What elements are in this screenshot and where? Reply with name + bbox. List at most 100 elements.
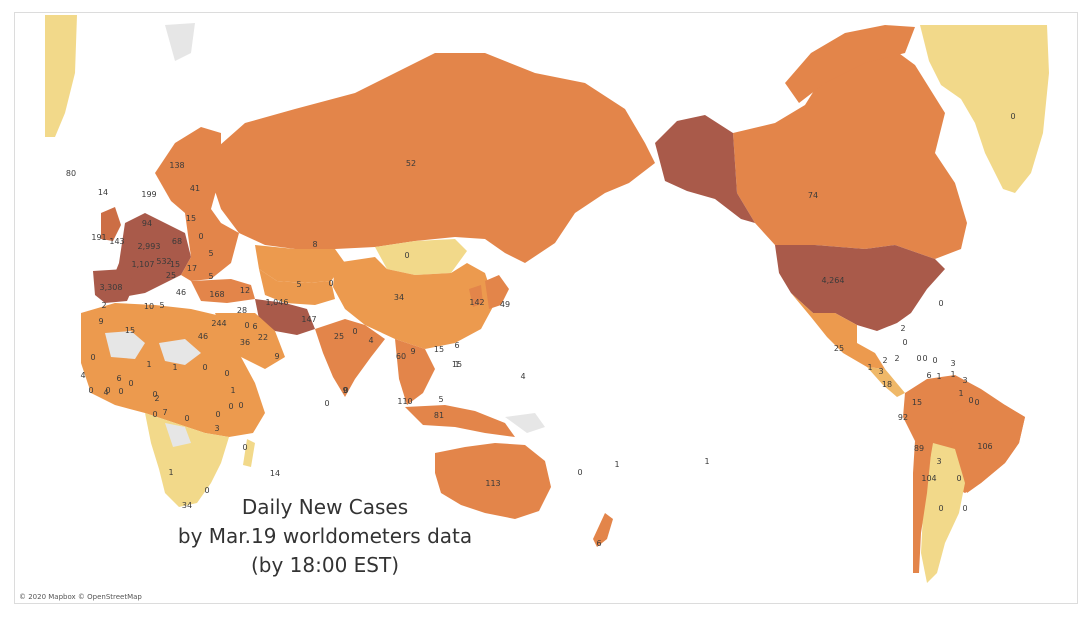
case-count-label: 15 xyxy=(125,326,135,335)
case-count-label: 1,107 xyxy=(132,260,155,269)
region-arabia[interactable] xyxy=(215,313,285,369)
region-central-america[interactable] xyxy=(867,367,905,397)
case-count-label: 104 xyxy=(921,474,936,483)
case-count-label: 15 xyxy=(434,345,444,354)
region-canada[interactable] xyxy=(733,43,967,259)
case-count-label: 0 xyxy=(343,386,348,395)
region-brazil[interactable] xyxy=(951,399,1025,493)
case-count-label: 1 xyxy=(454,360,459,369)
region-mongolia[interactable] xyxy=(375,239,467,275)
case-count-label: 138 xyxy=(169,161,184,170)
region-mexico[interactable] xyxy=(791,293,885,369)
case-count-label: 113 xyxy=(485,479,500,488)
case-count-label: 0 xyxy=(152,410,157,419)
region-alaska[interactable] xyxy=(655,115,755,223)
case-count-label: 6 xyxy=(116,374,121,383)
case-count-label: 199 xyxy=(141,190,156,199)
region-madagascar[interactable] xyxy=(243,439,255,467)
case-count-label: 0 xyxy=(202,363,207,372)
case-count-label: 25 xyxy=(334,332,344,341)
case-count-label: 15 xyxy=(912,398,922,407)
region-indonesia[interactable] xyxy=(405,405,515,437)
region-turkey[interactable] xyxy=(191,279,255,303)
case-count-label: 3 xyxy=(214,424,219,433)
case-count-label: 0 xyxy=(224,369,229,378)
case-count-label: 0 xyxy=(916,354,921,363)
case-count-label: 9 xyxy=(342,386,347,395)
case-count-label: 2 xyxy=(900,324,905,333)
case-count-label: 25 xyxy=(834,344,844,353)
case-count-label: 3 xyxy=(878,367,883,376)
case-count-label: 2 xyxy=(154,394,159,403)
case-count-label: 15 xyxy=(452,360,462,369)
region-korea[interactable] xyxy=(469,285,483,307)
case-count-label: 1 xyxy=(950,370,955,379)
region-canada-islands[interactable] xyxy=(785,25,915,103)
case-count-label: 9 xyxy=(98,317,103,326)
case-count-label: 9 xyxy=(274,352,279,361)
case-count-label: 0 xyxy=(128,379,133,388)
case-count-label: 68 xyxy=(172,237,182,246)
case-count-label: 1 xyxy=(168,468,173,477)
region-uk[interactable] xyxy=(101,207,121,241)
case-count-label: 3,308 xyxy=(100,283,123,292)
case-count-label: 0 xyxy=(577,468,582,477)
case-count-label: 28 xyxy=(237,306,247,315)
case-count-label: 94 xyxy=(142,219,152,228)
region-svalbard[interactable] xyxy=(45,15,77,137)
region-central-europe[interactable] xyxy=(181,209,239,281)
case-count-label: 0 xyxy=(1010,112,1015,121)
caption-line-1: Daily New Cases xyxy=(241,495,409,519)
region-iran[interactable] xyxy=(255,299,315,335)
region-india[interactable] xyxy=(315,319,385,397)
case-count-label: 5 xyxy=(208,249,213,258)
region-new-zealand[interactable] xyxy=(593,513,613,547)
case-count-label: 0 xyxy=(215,410,220,419)
region-australia[interactable] xyxy=(435,443,551,519)
region-kazakhstan[interactable] xyxy=(255,245,345,283)
case-count-label: 0 xyxy=(922,354,927,363)
region-united-states[interactable] xyxy=(775,245,945,331)
region-central-asia[interactable] xyxy=(259,269,335,305)
case-count-label: 1 xyxy=(958,389,963,398)
case-count-label: 0 xyxy=(956,474,961,483)
case-count-label: 0 xyxy=(90,353,95,362)
case-count-label: 0 xyxy=(118,387,123,396)
case-count-label: 15 xyxy=(186,214,196,223)
region-japan[interactable] xyxy=(485,275,509,309)
region-argentina[interactable] xyxy=(921,443,965,583)
caption-line-3: (by 18:00 EST) xyxy=(250,553,400,577)
region-no-data xyxy=(505,413,545,433)
case-count-label: 34 xyxy=(394,293,404,302)
case-count-label: 6 xyxy=(926,371,931,380)
case-count-label: 142 xyxy=(469,298,484,307)
case-count-label: 74 xyxy=(808,191,818,200)
case-count-label: 0 xyxy=(238,401,243,410)
region-se-asia[interactable] xyxy=(395,339,435,405)
case-count-label: 0 xyxy=(968,396,973,405)
region-scandinavia[interactable] xyxy=(155,127,221,219)
case-count-label: 147 xyxy=(301,315,316,324)
caption-line-2: by Mar.19 worldometers data xyxy=(177,524,473,548)
case-count-label: 41 xyxy=(190,184,200,193)
case-count-label: 0 xyxy=(404,251,409,260)
case-count-label: 12 xyxy=(240,286,250,295)
region-russia[interactable] xyxy=(211,53,655,263)
region-spain[interactable] xyxy=(93,269,135,303)
region-europe-west[interactable] xyxy=(111,213,191,297)
region-africa-south[interactable] xyxy=(145,413,229,507)
region-chile[interactable] xyxy=(913,441,931,573)
case-count-label: 15 xyxy=(170,260,180,269)
case-count-label: 49 xyxy=(500,300,510,309)
case-count-label: 106 xyxy=(977,442,992,451)
map-attribution: © 2020 Mapbox © OpenStreetMap xyxy=(19,593,142,601)
case-count-label: 46 xyxy=(198,332,208,341)
case-count-label: 80 xyxy=(66,169,76,178)
region-china[interactable] xyxy=(333,257,495,349)
case-count-label: 6 xyxy=(252,322,257,331)
case-count-label: 2 xyxy=(101,301,106,310)
region-greenland[interactable] xyxy=(920,25,1049,193)
case-count-label: 0 xyxy=(204,486,209,495)
